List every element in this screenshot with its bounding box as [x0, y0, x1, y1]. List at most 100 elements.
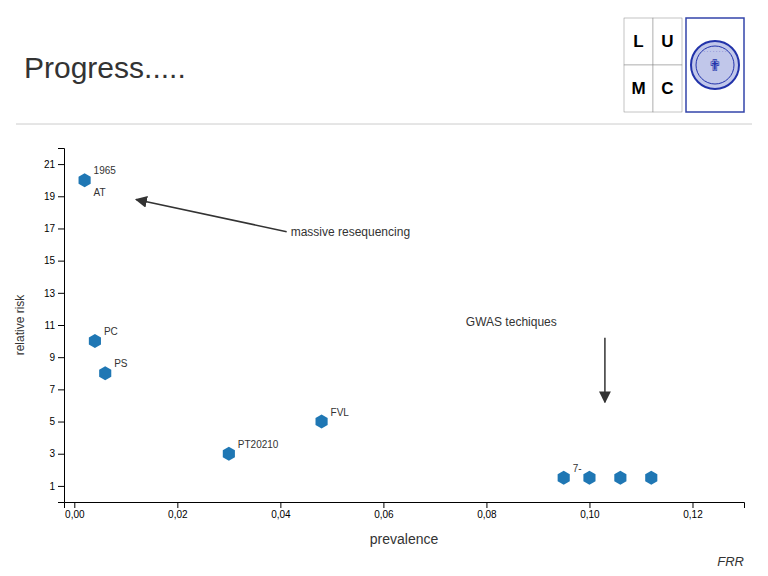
x-tick-label: 0,02: [168, 509, 188, 520]
x-tick-mark: [692, 502, 693, 508]
y-tick: 17: [44, 223, 64, 234]
x-tick: 0,04: [271, 502, 291, 520]
x-tick-label: 0,00: [65, 509, 85, 520]
crest-ornament: · · · · · · · ·: [703, 48, 726, 54]
logo-letter: U: [661, 32, 673, 51]
point-label: PT20210: [238, 439, 279, 450]
point-label: 1965: [94, 165, 117, 176]
y-tick: 19: [44, 191, 64, 202]
point: [583, 471, 595, 485]
y-tick-mark: [58, 454, 64, 455]
crest-ring: [696, 46, 734, 84]
x-tick-label: 0,10: [580, 509, 600, 520]
logo-box: [653, 65, 682, 112]
y-axis-title: relative risk: [13, 294, 27, 356]
x-tick-mark: [74, 502, 75, 508]
x-tick: 0,06: [374, 502, 394, 520]
point-label: PC: [104, 326, 118, 337]
logo-letter: C: [661, 79, 673, 98]
y-tick: 13: [44, 288, 64, 299]
y-tick-label: 9: [49, 352, 55, 363]
y-tick-mark: [58, 164, 64, 165]
annotation: massive resequencing: [291, 225, 410, 239]
y-tick-label: 15: [44, 255, 56, 266]
x-tick-label: 0,12: [683, 509, 703, 520]
annotation-arrow: [604, 338, 606, 402]
point: [614, 471, 626, 485]
y-tick: 11: [45, 320, 64, 331]
x-tick: 0,02: [168, 502, 188, 520]
y-tick-mark: [58, 196, 64, 197]
annotation: GWAS techiques: [466, 315, 557, 329]
crest-symbol: ✟: [708, 56, 721, 75]
point: [99, 366, 111, 380]
y-tick: 3: [49, 448, 64, 459]
point: [645, 471, 657, 485]
point-label: PS: [114, 358, 128, 369]
header-rule: [16, 124, 752, 125]
x-tick-label: 0,06: [374, 509, 394, 520]
y-tick-mark: [58, 228, 64, 229]
footnote: FRR: [717, 554, 744, 569]
x-tick-label: 0,04: [271, 509, 291, 520]
y-axis: 13579111315171921: [44, 149, 65, 503]
x-tick-mark: [280, 502, 281, 508]
y-tick-label: 19: [44, 191, 56, 202]
x-tick: 0,10: [580, 502, 600, 520]
point-labels: 1965 AT PC PS PT20210 FVL 7-: [94, 165, 582, 474]
x-tick-mark: [177, 502, 178, 508]
y-tick-mark: [58, 357, 64, 358]
points: [79, 173, 658, 485]
y-tick-mark: [58, 325, 64, 326]
y-tick-label: 11: [45, 320, 56, 331]
x-axis-title: prevalence: [370, 531, 439, 547]
y-tick: 7: [49, 384, 64, 395]
y-tick-label: 17: [44, 223, 56, 234]
y-tick-label: 7: [49, 384, 55, 395]
title: Progress.....: [24, 51, 186, 84]
y-tick: 1: [49, 481, 64, 492]
x-tick: 0,08: [477, 502, 497, 520]
y-axis-line: [58, 149, 65, 503]
crest-box: [686, 18, 744, 112]
logo-letter: L: [633, 32, 643, 51]
x-tick-mark: [589, 502, 590, 508]
point: [223, 447, 235, 461]
y-tick-mark: [58, 261, 64, 262]
x-tick-label: 0,08: [477, 509, 497, 520]
y-tick-mark: [58, 293, 64, 294]
y-tick-mark: [58, 389, 64, 390]
annotation-arrow: [136, 199, 287, 231]
y-tick-label: 1: [49, 481, 55, 492]
y-tick: 15: [44, 255, 64, 266]
logo-box: [624, 18, 653, 65]
y-tick-label: 21: [44, 159, 56, 170]
x-tick: 0,00: [65, 502, 85, 520]
y-tick-label: 5: [49, 416, 55, 427]
point: [316, 415, 328, 429]
y-tick-label: 3: [49, 448, 55, 459]
x-axis: 0,00 0,02 0,04 0,06 0,08 0,10 0,12: [65, 502, 745, 520]
point-label: FVL: [331, 407, 350, 418]
y-tick: 21: [44, 159, 64, 170]
point-label: 7-: [573, 463, 582, 474]
logo: LU MC ✟ · · · · · · · ·: [624, 18, 744, 112]
logo-letter: M: [631, 79, 645, 98]
crest-fill: [691, 41, 739, 89]
y-tick: 5: [49, 416, 64, 427]
point: [89, 334, 101, 348]
point-sublabel: AT: [94, 187, 106, 198]
y-tick-mark: [58, 486, 64, 487]
logo-box: [653, 18, 682, 65]
y-tick-mark: [58, 422, 64, 423]
chart: Progress.....LUMC✟· · · · · · · ·0,000,0…: [0, 0, 768, 576]
point: [79, 173, 91, 187]
y-tick: 9: [49, 352, 64, 363]
y-tick-label: 13: [44, 288, 56, 299]
x-tick-mark: [383, 502, 384, 508]
x-axis-line: [65, 503, 745, 509]
annotations: massive resequencing GWAS techiques: [136, 199, 605, 402]
x-tick-mark: [486, 502, 487, 508]
x-tick: 0,12: [683, 502, 703, 520]
point: [558, 471, 570, 485]
